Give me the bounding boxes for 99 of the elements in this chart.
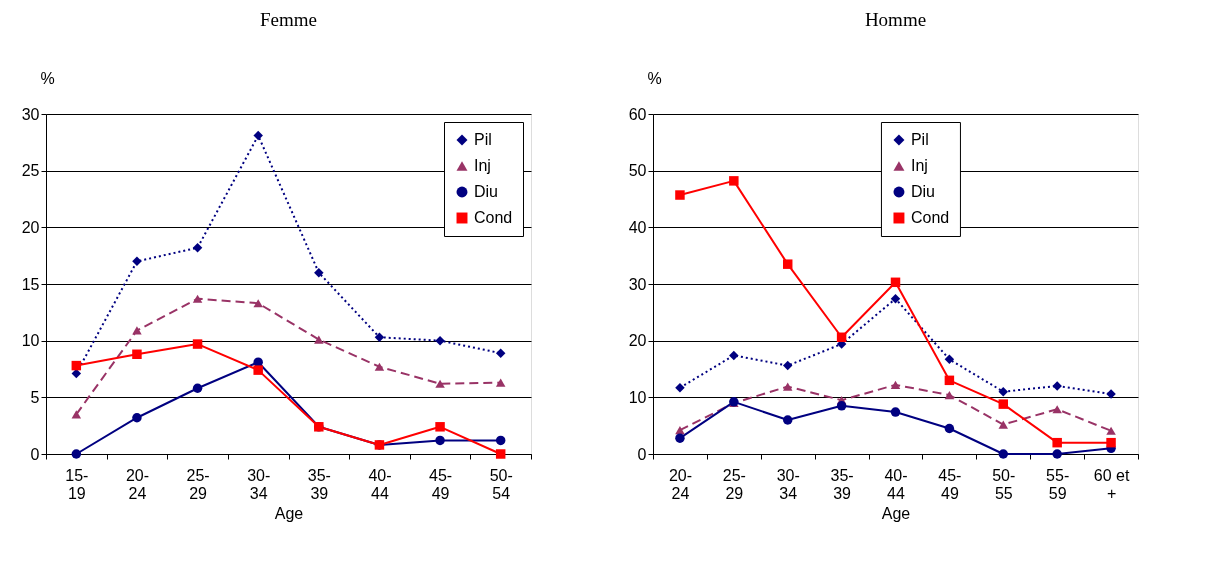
point (782, 259, 793, 269)
point (1052, 437, 1062, 448)
point (435, 379, 445, 388)
point (836, 332, 847, 343)
x-tick-label: 45- 49 (938, 466, 962, 502)
x-tick-label: 15- 19 (65, 466, 89, 502)
point (675, 190, 685, 200)
x-tick-label: 45- 49 (429, 466, 453, 502)
point (192, 383, 203, 393)
point (890, 380, 901, 389)
point (998, 386, 1009, 397)
y-tick-label: 30 (628, 275, 647, 293)
x-axis-title: Age (274, 504, 304, 522)
point (729, 176, 739, 186)
point (435, 422, 445, 432)
y-tick-label: 20 (21, 218, 40, 236)
point (132, 349, 142, 360)
x-tick-label: 50- 55 (992, 466, 1016, 502)
x-tick-label: 35- 39 (830, 466, 854, 502)
x-tick-label: 25- 29 (186, 466, 210, 502)
x-tick-label: 50- 54 (489, 466, 513, 502)
x-tick-label: 20- 24 (125, 466, 149, 502)
point (675, 382, 685, 393)
x-tick-label: 40- 44 (368, 466, 392, 502)
legend-label: Diu (474, 183, 499, 200)
legend-label: Cond (474, 209, 513, 226)
x-tick-label: 20- 24 (668, 466, 693, 502)
point (944, 423, 955, 434)
point (374, 362, 385, 371)
point (675, 433, 685, 443)
x-tick-label: 25- 29 (722, 466, 746, 502)
point (1106, 426, 1116, 435)
x-tick-label: 30- 34 (247, 466, 271, 502)
point (782, 360, 793, 371)
point (71, 410, 82, 419)
legend-label: Inj (474, 157, 491, 174)
legend-label: Diu (910, 183, 935, 200)
point (782, 415, 793, 425)
point (132, 413, 142, 423)
x-axis-title: Age (881, 504, 911, 522)
y-tick-label: 0 (30, 445, 40, 463)
point (836, 401, 847, 411)
point (435, 335, 445, 346)
point (192, 294, 203, 303)
y-tick-label: 50 (628, 162, 647, 180)
point (495, 348, 506, 358)
point (253, 130, 263, 141)
point (132, 256, 142, 267)
point (495, 378, 506, 387)
y-axis-title: % (40, 69, 55, 87)
legend-label: Pil (910, 131, 929, 148)
point (782, 382, 793, 391)
y-tick-label: 5 (30, 388, 40, 406)
point (253, 365, 263, 375)
point (998, 399, 1009, 409)
point (192, 242, 203, 253)
y-tick-label: 10 (628, 388, 647, 406)
legend-label: Cond (910, 209, 950, 226)
x-tick-label: 40- 44 (884, 466, 908, 502)
point (998, 449, 1009, 459)
point (944, 390, 955, 400)
point (253, 299, 263, 308)
y-tick-label: 0 (637, 445, 647, 463)
y-tick-label: 40 (628, 218, 647, 236)
point (71, 360, 82, 371)
y-tick-label: 30 (21, 105, 40, 123)
point (998, 420, 1009, 429)
legend-label: Inj (910, 157, 928, 174)
point (1052, 449, 1062, 459)
point (495, 435, 506, 446)
point (944, 354, 955, 365)
point (890, 277, 901, 288)
point (890, 407, 901, 417)
point (314, 335, 324, 344)
point (890, 293, 901, 304)
chart-title: Femme (260, 9, 317, 30)
x-tick-label: 35- 39 (307, 466, 331, 502)
y-tick-label: 10 (21, 332, 40, 350)
point (192, 339, 203, 349)
point (435, 435, 445, 446)
x-tick-label: 55- 59 (1046, 466, 1070, 502)
point (71, 449, 82, 459)
point (1106, 437, 1116, 448)
point (1052, 405, 1062, 414)
legend-label: Pil (474, 131, 492, 148)
y-tick-label: 15 (21, 275, 40, 293)
point (374, 332, 385, 343)
point (729, 350, 739, 361)
y-tick-label: 25 (21, 162, 40, 180)
y-tick-label: 20 (628, 332, 647, 350)
point (314, 267, 324, 278)
point (495, 449, 506, 459)
y-axis-title: % (647, 69, 662, 87)
y-tick-label: 60 (628, 105, 647, 123)
x-tick-label: 60 et + (1093, 466, 1130, 502)
x-tick-label: 30- 34 (776, 466, 800, 502)
chart-title: Homme (864, 9, 927, 30)
point (944, 375, 955, 386)
point (132, 326, 142, 335)
